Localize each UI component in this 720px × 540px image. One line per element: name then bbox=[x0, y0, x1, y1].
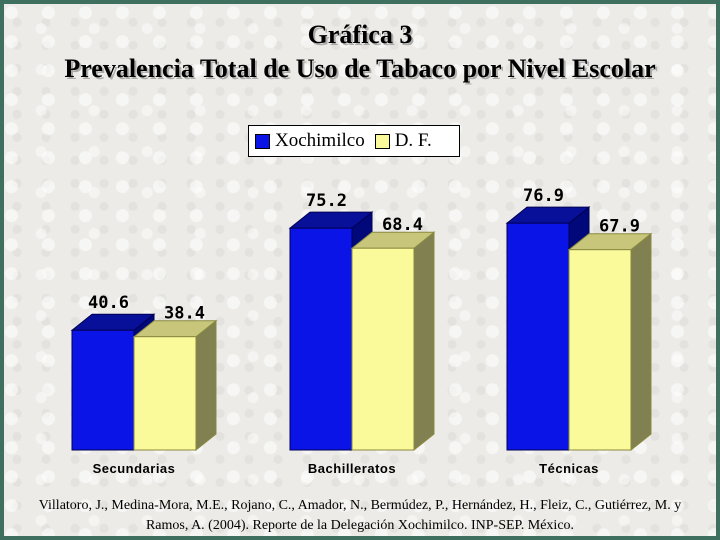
legend-label-series-1: Xochimilco bbox=[275, 130, 365, 151]
bar-2-2-side bbox=[413, 231, 435, 452]
value-label-2-2: 68.4 bbox=[382, 215, 423, 235]
chart-subtitle: Prevalencia Total de Uso de Tabaco por N… bbox=[64, 54, 656, 83]
category-label-2: Bachilleratos bbox=[308, 461, 396, 476]
bar-1-3 bbox=[506, 222, 570, 451]
value-label-1-2: 75.2 bbox=[306, 191, 347, 211]
bar-2-1-side bbox=[195, 319, 217, 452]
chart-legend: Xochimilco D. F. bbox=[248, 125, 460, 157]
source-citation: Villatoro, J., Medina-Mora, M.E., Rojano… bbox=[38, 498, 682, 533]
bar-2-1 bbox=[133, 336, 197, 451]
bar-2-2 bbox=[351, 247, 415, 451]
legend-label-series-2: D. F. bbox=[394, 130, 432, 151]
legend-item-series-1: Xochimilco bbox=[255, 130, 365, 152]
legend-swatch-series-1 bbox=[255, 133, 270, 149]
bar-1-1 bbox=[71, 329, 135, 451]
value-label-2-3: 67.9 bbox=[599, 217, 640, 237]
bar-2-3 bbox=[568, 249, 632, 451]
bar-1-2 bbox=[289, 227, 353, 451]
chart-title: Gráfica 3 bbox=[307, 20, 413, 49]
category-label-3: Técnicas bbox=[539, 461, 599, 476]
value-label-1-3: 76.9 bbox=[523, 186, 564, 206]
legend-item-series-2: D. F. bbox=[374, 130, 432, 152]
legend-swatch-series-2 bbox=[374, 133, 390, 149]
value-label-1-1: 40.6 bbox=[88, 293, 129, 313]
bar-2-3-side bbox=[630, 232, 652, 452]
value-label-2-1: 38.4 bbox=[164, 304, 205, 324]
category-label-1: Secundarias bbox=[93, 461, 176, 476]
